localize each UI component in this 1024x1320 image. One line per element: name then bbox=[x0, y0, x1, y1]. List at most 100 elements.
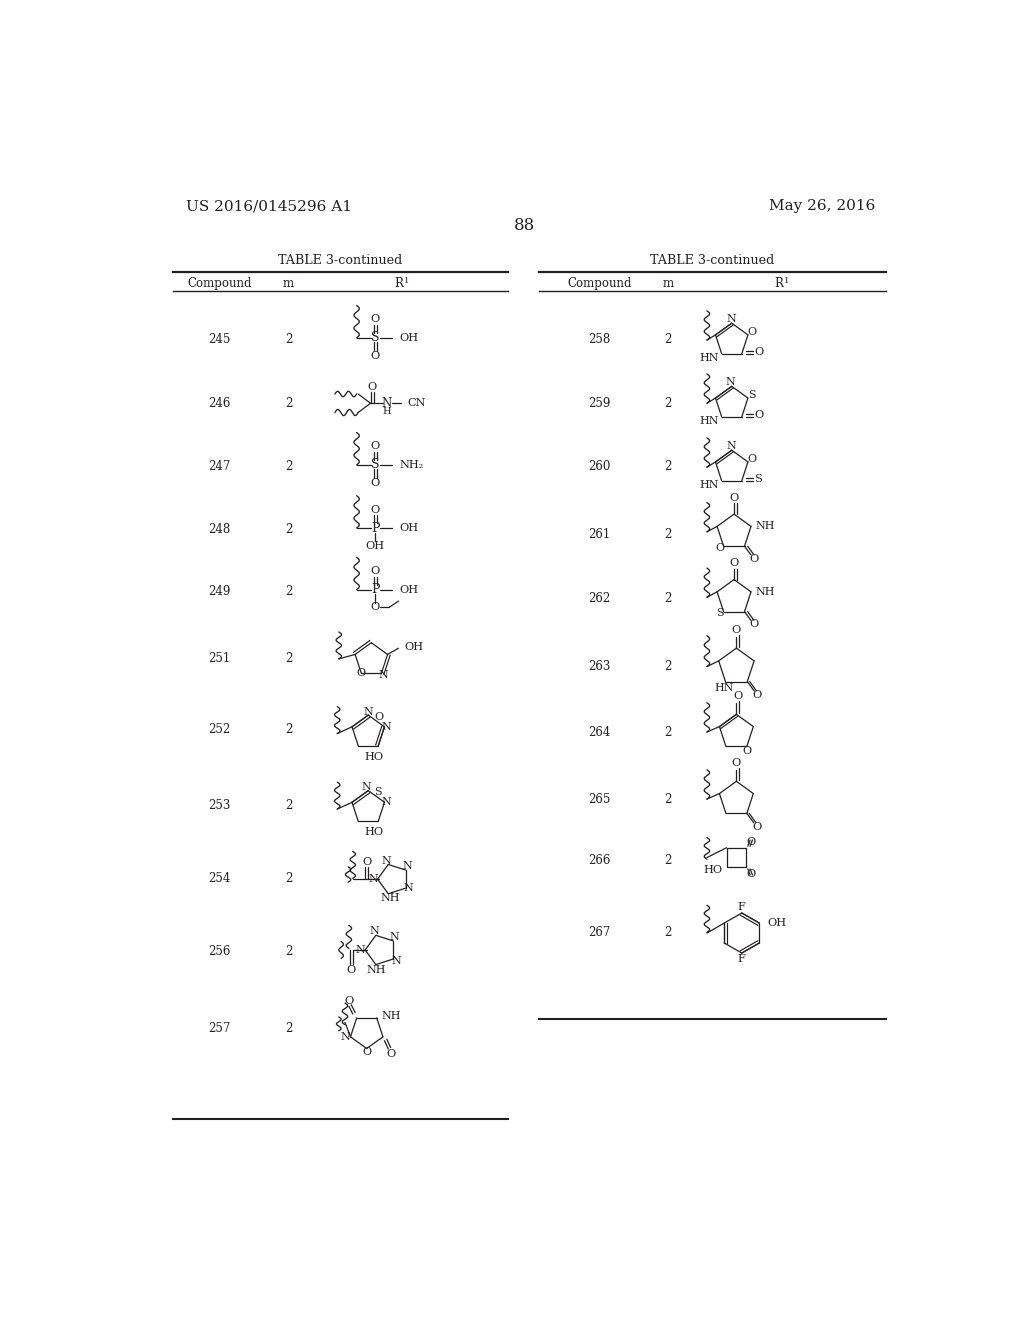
Text: 2: 2 bbox=[285, 333, 292, 346]
Text: 2: 2 bbox=[285, 1022, 292, 1035]
Text: OH: OH bbox=[366, 541, 385, 552]
Text: OH: OH bbox=[399, 333, 419, 343]
Text: Compound: Compound bbox=[187, 277, 252, 289]
Text: H: H bbox=[383, 408, 391, 416]
Text: 258: 258 bbox=[588, 333, 610, 346]
Text: N: N bbox=[370, 927, 379, 936]
Text: HO: HO bbox=[703, 865, 722, 875]
Text: 254: 254 bbox=[208, 871, 230, 884]
Text: O: O bbox=[729, 558, 738, 569]
Text: O: O bbox=[742, 746, 752, 756]
Text: 266: 266 bbox=[588, 854, 610, 867]
Text: m: m bbox=[663, 277, 674, 289]
Text: CN: CN bbox=[407, 399, 426, 408]
Text: 265: 265 bbox=[588, 792, 610, 805]
Text: S: S bbox=[748, 389, 756, 400]
Text: N: N bbox=[402, 861, 412, 871]
Text: 2: 2 bbox=[285, 799, 292, 812]
Text: 2: 2 bbox=[665, 333, 672, 346]
Text: 249: 249 bbox=[208, 585, 230, 598]
Text: S: S bbox=[371, 458, 380, 471]
Text: N: N bbox=[725, 376, 735, 387]
Text: S: S bbox=[371, 331, 380, 345]
Text: May 26, 2016: May 26, 2016 bbox=[769, 199, 876, 213]
Text: NH: NH bbox=[380, 892, 399, 903]
Text: 2: 2 bbox=[285, 585, 292, 598]
Text: O: O bbox=[748, 327, 757, 337]
Text: N: N bbox=[364, 708, 373, 717]
Text: m: m bbox=[283, 277, 294, 289]
Text: NH: NH bbox=[381, 1011, 400, 1022]
Text: NH: NH bbox=[756, 521, 775, 532]
Text: O: O bbox=[715, 543, 724, 553]
Text: 257: 257 bbox=[208, 1022, 230, 1035]
Text: N: N bbox=[727, 314, 736, 323]
Text: 2: 2 bbox=[285, 871, 292, 884]
Text: 2: 2 bbox=[285, 652, 292, 665]
Text: NH: NH bbox=[756, 587, 775, 597]
Text: O: O bbox=[371, 504, 380, 515]
Text: O: O bbox=[754, 411, 764, 421]
Text: HN: HN bbox=[699, 416, 720, 426]
Text: N: N bbox=[378, 671, 388, 680]
Text: 252: 252 bbox=[208, 723, 230, 737]
Text: HN: HN bbox=[714, 682, 733, 693]
Text: 248: 248 bbox=[208, 523, 230, 536]
Text: 262: 262 bbox=[588, 593, 610, 606]
Text: O: O bbox=[371, 478, 380, 488]
Text: 2: 2 bbox=[665, 726, 672, 739]
Text: 2: 2 bbox=[285, 397, 292, 409]
Text: TABLE 3-continued: TABLE 3-continued bbox=[279, 255, 402, 268]
Text: O: O bbox=[746, 869, 756, 879]
Text: Compound: Compound bbox=[567, 277, 632, 289]
Text: O: O bbox=[371, 314, 380, 325]
Text: O: O bbox=[386, 1049, 395, 1059]
Text: O: O bbox=[368, 381, 377, 392]
Text: S: S bbox=[755, 474, 763, 484]
Text: HN: HN bbox=[699, 479, 720, 490]
Text: HO: HO bbox=[365, 828, 384, 837]
Text: N: N bbox=[341, 1032, 350, 1041]
Text: 2: 2 bbox=[665, 397, 672, 409]
Text: O: O bbox=[356, 668, 366, 678]
Text: 1: 1 bbox=[784, 277, 790, 285]
Text: O: O bbox=[371, 351, 380, 362]
Text: S: S bbox=[374, 787, 381, 797]
Text: O: O bbox=[749, 553, 758, 564]
Text: R: R bbox=[395, 277, 403, 289]
Text: N: N bbox=[391, 956, 401, 965]
Text: N: N bbox=[382, 855, 391, 866]
Text: 245: 245 bbox=[208, 333, 230, 346]
Text: NH₂: NH₂ bbox=[399, 459, 424, 470]
Text: 2: 2 bbox=[665, 792, 672, 805]
Text: 253: 253 bbox=[208, 799, 230, 812]
Text: O: O bbox=[371, 566, 380, 576]
Text: O: O bbox=[362, 1047, 372, 1057]
Text: N: N bbox=[381, 722, 391, 731]
Text: NH: NH bbox=[367, 965, 386, 975]
Text: O: O bbox=[729, 492, 738, 503]
Text: 264: 264 bbox=[588, 726, 610, 739]
Text: O: O bbox=[732, 758, 741, 768]
Text: N: N bbox=[403, 883, 414, 894]
Text: F: F bbox=[738, 954, 745, 964]
Text: O: O bbox=[733, 690, 742, 701]
Text: 2: 2 bbox=[665, 925, 672, 939]
Text: 260: 260 bbox=[588, 459, 610, 473]
Text: 246: 246 bbox=[208, 397, 230, 409]
Text: O: O bbox=[371, 602, 380, 612]
Text: N: N bbox=[382, 397, 392, 409]
Text: 267: 267 bbox=[588, 925, 610, 939]
Text: 259: 259 bbox=[588, 397, 610, 409]
Text: OH: OH bbox=[767, 917, 786, 928]
Text: 2: 2 bbox=[665, 459, 672, 473]
Text: 2: 2 bbox=[665, 528, 672, 541]
Text: P: P bbox=[371, 521, 380, 535]
Text: 2: 2 bbox=[665, 593, 672, 606]
Text: 256: 256 bbox=[208, 945, 230, 958]
Text: 2: 2 bbox=[285, 459, 292, 473]
Text: O: O bbox=[346, 965, 355, 975]
Text: TABLE 3-continued: TABLE 3-continued bbox=[650, 255, 774, 268]
Text: N: N bbox=[368, 874, 378, 884]
Text: O: O bbox=[749, 619, 758, 630]
